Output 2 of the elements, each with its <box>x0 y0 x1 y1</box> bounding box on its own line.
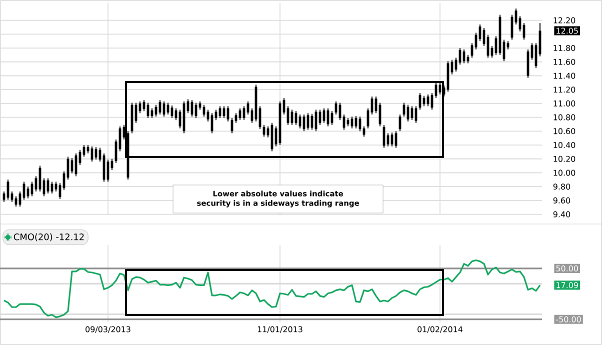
candlestick <box>234 112 238 124</box>
legend-label: CMO(20) -12.12 <box>14 233 84 242</box>
